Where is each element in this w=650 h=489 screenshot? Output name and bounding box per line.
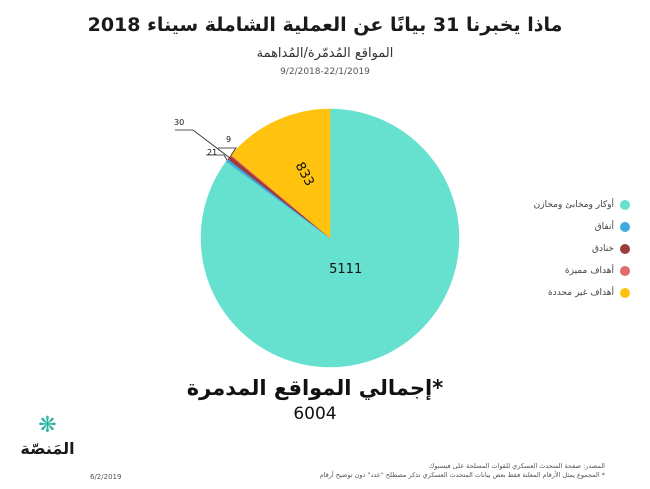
pie-slice <box>230 108 331 239</box>
legend-item: خنادق <box>470 244 630 254</box>
brand-logo: ❋ المَنصّة <box>10 415 85 465</box>
snowflake-icon: ❋ <box>38 413 57 438</box>
source-line-1: المصدر: صفحة المتحدث العسكري للقوات المس… <box>429 462 605 470</box>
legend-label: خنادق <box>591 244 614 254</box>
legend-swatch <box>620 200 630 210</box>
slice-value-label: 5111 <box>329 262 362 277</box>
legend-swatch <box>620 266 630 276</box>
leader-line <box>175 129 230 158</box>
legend-swatch <box>620 244 630 254</box>
page-title: ماذا يخبرنا 31 بيانًا عن العملية الشاملة… <box>87 14 563 36</box>
leader-line <box>206 154 228 161</box>
legend-item: أهداف غير محددة <box>470 288 630 298</box>
footer-date: 6/2/2019 <box>90 473 122 481</box>
legend-swatch <box>620 222 630 232</box>
logo-text: المَنصّة <box>20 439 75 458</box>
leader-line <box>218 147 237 156</box>
date-range: 9/2/2018-22/1/2019 <box>280 67 370 77</box>
legend-label: أوكار ومخابئ ومخازن <box>533 200 614 210</box>
page-subtitle: المواقع المُدمّرة/المُداهمة <box>256 46 394 61</box>
legend-label: أهداف مميزة <box>564 266 614 276</box>
total-value: 6004 <box>293 404 337 424</box>
total-label-text: إجمالي المواقع المدمرة <box>186 376 433 400</box>
legend-swatch <box>620 288 630 298</box>
legend-item: أهداف مميزة <box>470 266 630 276</box>
legend-item: أوكار ومخابئ ومخازن <box>470 200 630 210</box>
legend-label: أهداف غير محددة <box>548 288 614 298</box>
chart-legend: أوكار ومخابئ ومخازن أنفاق خنادق أهداف مميزة… <box>470 200 630 310</box>
source-line-2: * المجموع يمثل الأرقام المعلنة فقط بعض ب… <box>319 471 605 479</box>
footer-source: المصدر: صفحة المتحدث العسكري للقوات المس… <box>275 462 605 480</box>
total-marker: * <box>432 376 444 400</box>
total-label: *إجمالي المواقع المدمرة <box>150 376 480 400</box>
slice-value-label: 21 <box>207 148 217 157</box>
legend-label: أنفاق <box>594 222 614 232</box>
slice-value-label: 9 <box>226 135 231 144</box>
slice-value-label: 30 <box>174 118 184 127</box>
legend-item: أنفاق <box>470 222 630 232</box>
